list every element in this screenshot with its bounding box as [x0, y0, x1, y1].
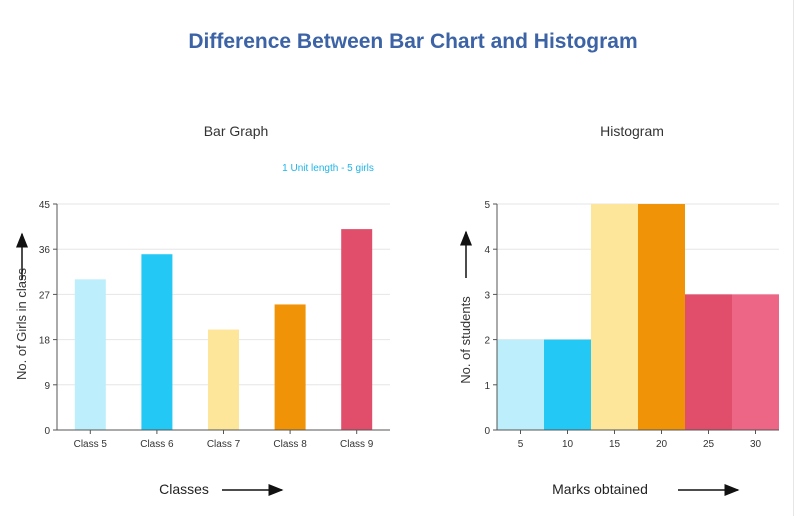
bar-chart-bar [74, 279, 106, 430]
bar-chart-y-tick-label: 18 [39, 336, 51, 347]
histogram-chart: 0 1 2 3 4 5 5 10 15 20 25 30 [484, 200, 779, 450]
bar-chart-bar [141, 254, 173, 430]
bar-chart-y-tick-label: 45 [39, 200, 51, 211]
histogram-x-tick-label: 10 [562, 439, 574, 450]
histogram-y-tick-label: 2 [484, 336, 490, 347]
bar-chart-title: Bar Graph [204, 123, 269, 139]
histogram-bar [685, 294, 732, 430]
histogram-y-tick-label: 4 [484, 245, 490, 256]
bar-chart-y-tick-label: 0 [44, 426, 50, 437]
bar-chart-bar [208, 329, 239, 430]
histogram-x-tick-label: 30 [750, 439, 762, 450]
bar-chart-y-tick-label: 27 [39, 290, 51, 301]
bar-chart-x-tick-label: Class 9 [340, 439, 374, 450]
histogram-bar [497, 339, 544, 430]
bar-chart-x-tick-label: Class 8 [273, 439, 307, 450]
histogram-bar [544, 339, 591, 430]
histogram-y-tick-label: 1 [484, 381, 490, 392]
bar-chart-unit-note: 1 Unit length - 5 girls [282, 163, 374, 174]
bar-chart-x-tick-label: Class 6 [140, 439, 174, 450]
histogram-y-tick-label: 5 [484, 200, 490, 211]
histogram-x-tick-label: 20 [656, 439, 668, 450]
bar-chart-bar [274, 304, 306, 430]
bar-chart-x-axis-label: Classes [159, 481, 209, 497]
histogram-bar [732, 294, 779, 430]
histogram-y-tick-label: 0 [484, 426, 490, 437]
histogram-x-tick-label: 15 [609, 439, 621, 450]
histogram-bar [638, 204, 685, 430]
bar-chart-y-tick-label: 36 [39, 245, 51, 256]
bar-chart-bar [341, 229, 373, 430]
bar-chart: 0 9 18 27 36 45 Class 5 Class 6 Class 7 Class 8 Cl… [39, 200, 390, 450]
histogram-x-tick-label: 5 [518, 439, 524, 450]
histogram-y-axis-label: No. of students [458, 296, 473, 384]
histogram-title: Histogram [600, 123, 664, 139]
histogram-bar [591, 204, 638, 430]
histogram-x-tick-label: 25 [703, 439, 715, 450]
bar-chart-y-tick-label: 9 [44, 381, 50, 392]
histogram-x-axis-label: Marks obtained [552, 481, 648, 497]
page-right-border [793, 0, 794, 516]
bar-chart-x-tick-label: Class 7 [207, 439, 241, 450]
bar-chart-x-tick-label: Class 5 [74, 439, 108, 450]
bar-chart-y-axis-label: No. of Girls in class [14, 268, 29, 380]
histogram-y-tick-label: 3 [484, 290, 490, 301]
page-title: Difference Between Bar Chart and Histogr… [188, 30, 638, 53]
